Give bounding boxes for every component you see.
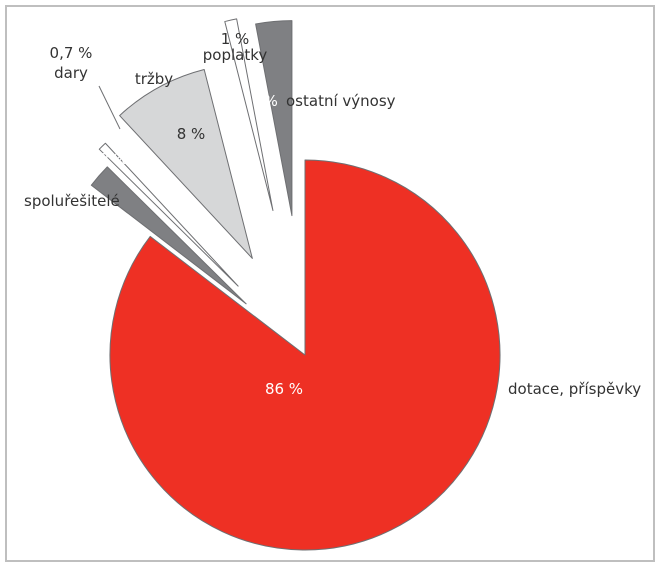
pie-slice-ostatni [255,20,293,217]
pie-labels: 86 % dotace, příspěvky 2 % spoluřešitelé… [24,30,641,398]
pie-slice-poplatky [224,18,274,212]
pie-slice-spoluresitele [90,166,247,305]
slice-label-trzby: tržby [135,70,173,88]
dary-leader-line [98,85,121,130]
slice-value-ostatni: 3% [254,92,278,110]
pie-slices [90,18,501,551]
pie-slice-trzby [119,68,253,259]
pie-slice-dotace [109,159,501,551]
slice-label-dary: dary [54,64,88,82]
slice-label-spoluresitele: spoluřešitelé [24,192,120,210]
pie-slice-dary [98,142,239,287]
slice-value-spoluresitele: 2 % [100,150,129,168]
slice-label-dotace: dotace, příspěvky [508,380,641,398]
slice-value-trzby: 8 % [177,125,206,143]
slice-label-ostatni: ostatní výnosy [286,92,396,110]
slice-value-dotace: 86 % [265,380,303,398]
slice-label-poplatky: poplatky [203,46,268,64]
slice-value-poplatky: 1 % [221,30,250,48]
slice-value-dary: 0,7 % [50,44,93,62]
